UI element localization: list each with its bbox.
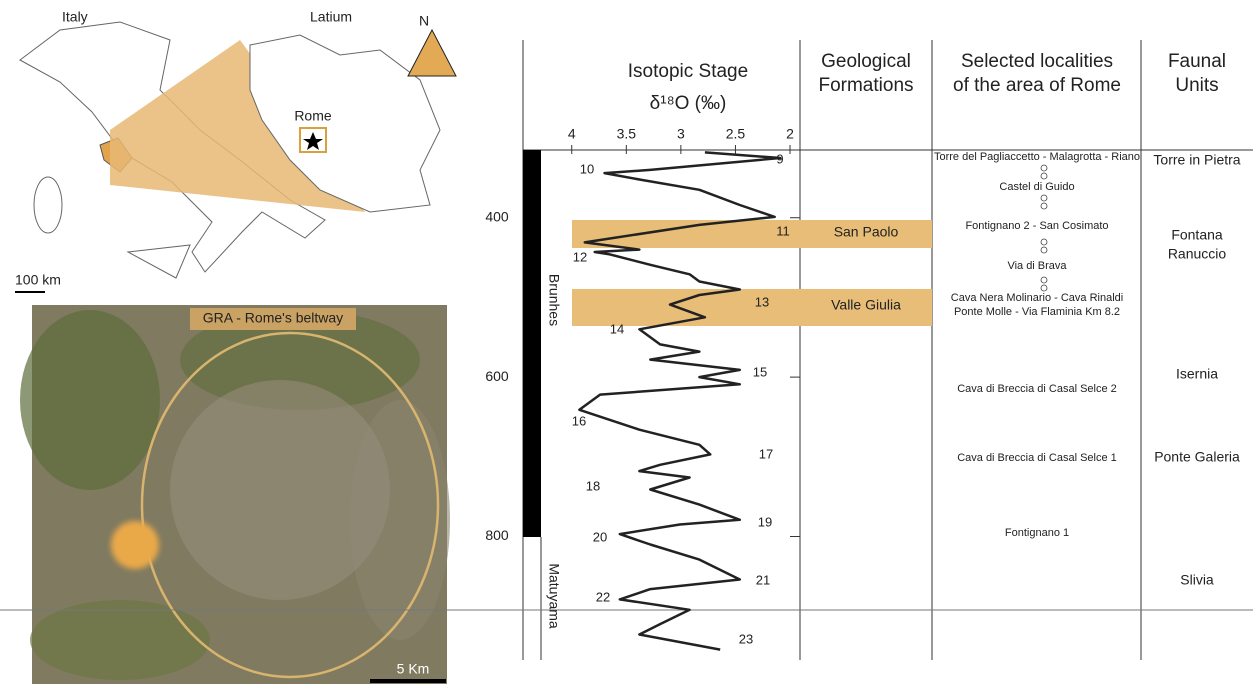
stage-label: 11 <box>776 223 790 238</box>
header: Selected localities <box>961 51 1113 72</box>
scale-label: 100 km <box>15 272 61 288</box>
stage-label: 12 <box>573 249 587 264</box>
x-tick-label: 2.5 <box>726 126 746 142</box>
scale-label: 5 Km <box>397 661 430 677</box>
faunal-unit: Slivia <box>1180 572 1214 588</box>
stage-label: 21 <box>756 572 770 587</box>
y-tick-label: 600 <box>485 368 509 384</box>
locality: Cava Nera Molinario - Cava Rinaldi <box>951 292 1123 304</box>
label: Latium <box>310 9 352 25</box>
header: Formations <box>818 75 913 96</box>
localities: Torre del Pagliaccetto - Malagrotta - Ri… <box>934 151 1140 539</box>
y-tick-label: 800 <box>485 527 509 543</box>
locality: Castel di Guido <box>999 181 1074 193</box>
chron-label: Matuyama <box>546 563 562 629</box>
satellite-map: GRA - Rome's beltway 5 Km <box>20 305 450 684</box>
x-tick-label: 3 <box>677 126 685 142</box>
stage-label: 19 <box>758 514 772 529</box>
header: Geological <box>821 51 911 72</box>
locality: Fontignano 1 <box>1005 527 1069 539</box>
figure: Italy Latium N Rome 100 km GRA - Rome's … <box>0 0 1253 684</box>
locality: Torre del Pagliaccetto - Malagrotta - Ri… <box>934 151 1140 163</box>
x-tick-label: 4 <box>568 126 576 142</box>
header: Units <box>1175 75 1218 96</box>
page: Italy Latium N Rome 100 km GRA - Rome's … <box>0 0 1253 684</box>
locality: Via di Brava <box>1007 260 1067 272</box>
stage-label: 10 <box>580 161 594 176</box>
formation: Valle Giulia <box>831 297 901 313</box>
stage-label: 14 <box>610 321 624 336</box>
stage-label: 18 <box>586 478 600 493</box>
stage-label: 9 <box>776 151 783 166</box>
stage-label: 23 <box>739 631 753 646</box>
faunal-unit: Ranuccio <box>1168 246 1227 262</box>
stage-label: 15 <box>753 364 767 379</box>
faunal-unit: Isernia <box>1176 366 1218 382</box>
locality: Fontignano 2 - San Cosimato <box>965 220 1108 232</box>
locality: Cava di Breccia di Casal Selce 1 <box>957 452 1117 464</box>
chart-title: Isotopic Stage <box>628 61 748 82</box>
x-axis-title: δ¹⁸O (‰) <box>650 93 727 114</box>
header: of the area of Rome <box>953 75 1121 96</box>
stage-label: 20 <box>593 529 607 544</box>
label: Rome <box>294 108 332 124</box>
locality: Ponte Molle - Via Flaminia Km 8.2 <box>954 306 1120 318</box>
faunal-unit: Fontana <box>1171 227 1223 243</box>
map-title: GRA - Rome's beltway <box>203 310 343 326</box>
faunal-unit: Torre in Pietra <box>1153 152 1240 168</box>
x-tick-label: 2 <box>786 126 794 142</box>
stage-label: 13 <box>755 294 769 309</box>
stage-label: 22 <box>596 589 610 604</box>
formation: San Paolo <box>834 224 899 240</box>
y-tick-label: 400 <box>485 208 509 224</box>
faunal-unit: Ponte Galeria <box>1154 449 1240 465</box>
label: Italy <box>62 9 88 25</box>
label: N <box>419 13 429 29</box>
x-tick-label: 3.5 <box>617 126 637 142</box>
polarity-bar <box>523 150 541 537</box>
italy-map: Italy Latium N Rome 100 km <box>15 9 456 292</box>
stage-label: 17 <box>759 446 773 461</box>
header: Faunal <box>1168 51 1226 72</box>
locality: Cava di Breccia di Casal Selce 2 <box>957 383 1117 395</box>
chron-label: Brunhes <box>546 274 562 326</box>
stage-label: 16 <box>572 413 586 428</box>
